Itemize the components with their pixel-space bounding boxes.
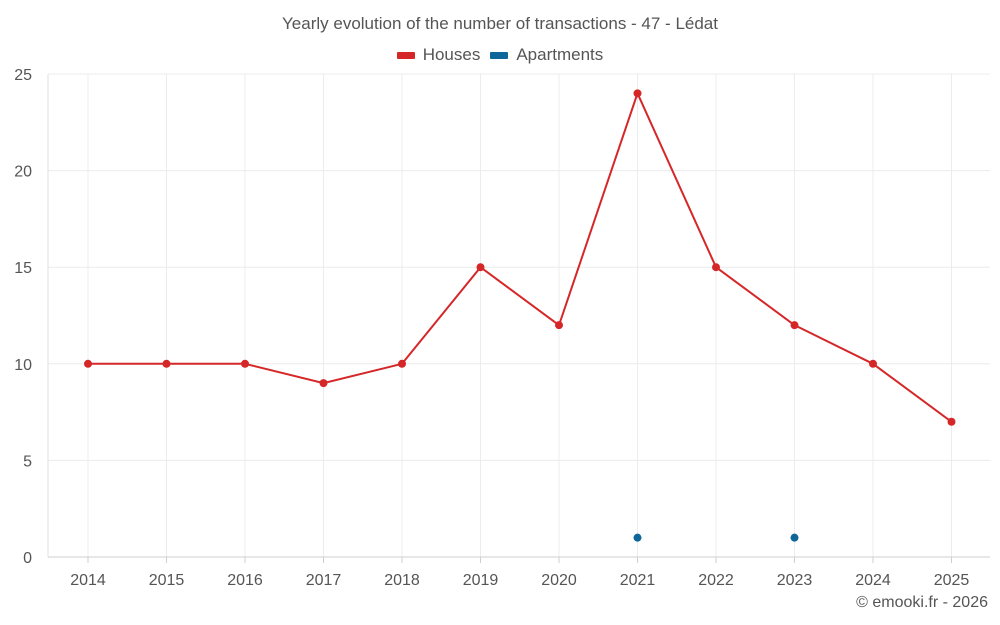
legend-swatch-houses xyxy=(396,51,415,59)
x-tick-label: 2023 xyxy=(777,572,813,589)
data-point-apartments xyxy=(633,533,642,542)
data-point-houses xyxy=(476,263,485,272)
x-tick-label: 2018 xyxy=(384,572,420,589)
data-point-houses xyxy=(241,359,249,368)
data-point-houses xyxy=(947,417,956,426)
data-point-houses xyxy=(319,379,328,388)
legend: Houses Apartments xyxy=(0,45,1000,65)
data-point-houses xyxy=(84,359,92,368)
x-tick-label: 2017 xyxy=(306,572,342,589)
x-tick-label: 2021 xyxy=(620,572,656,589)
y-tick-label: 5 xyxy=(23,453,32,470)
data-point-houses xyxy=(555,321,563,330)
y-tick-label: 0 xyxy=(23,550,32,567)
footer-credit: © emooki.fr - 2026 xyxy=(856,594,988,611)
x-tick-label: 2022 xyxy=(698,572,734,589)
data-point-houses xyxy=(869,359,877,368)
y-tick-label: 15 xyxy=(14,260,32,277)
y-tick-label: 20 xyxy=(14,164,32,181)
legend-label-houses: Houses xyxy=(422,45,481,64)
x-tick-label: 2024 xyxy=(855,572,891,589)
y-tick-label: 10 xyxy=(14,357,32,374)
legend-item-houses[interactable]: Houses xyxy=(396,45,481,65)
chart-title: Yearly evolution of the number of transa… xyxy=(282,14,718,33)
x-tick-label: 2015 xyxy=(149,572,185,589)
data-point-houses xyxy=(712,263,720,272)
data-point-houses xyxy=(398,359,406,368)
data-point-houses xyxy=(162,359,171,368)
x-tick-label: 2020 xyxy=(541,572,577,589)
y-tick-label: 25 xyxy=(14,67,32,84)
legend-item-apartments[interactable]: Apartments xyxy=(490,45,603,65)
data-point-houses xyxy=(790,321,799,330)
data-point-houses xyxy=(633,89,642,98)
series-line-houses xyxy=(88,92,953,423)
data-point-apartments xyxy=(790,533,799,542)
legend-label-apartments: Apartments xyxy=(516,45,604,64)
x-tick-label: 2014 xyxy=(70,572,106,589)
x-tick-label: 2016 xyxy=(227,572,263,589)
legend-swatch-apartments xyxy=(490,51,509,59)
x-tick-label: 2025 xyxy=(934,572,970,589)
x-tick-label: 2019 xyxy=(463,572,499,589)
